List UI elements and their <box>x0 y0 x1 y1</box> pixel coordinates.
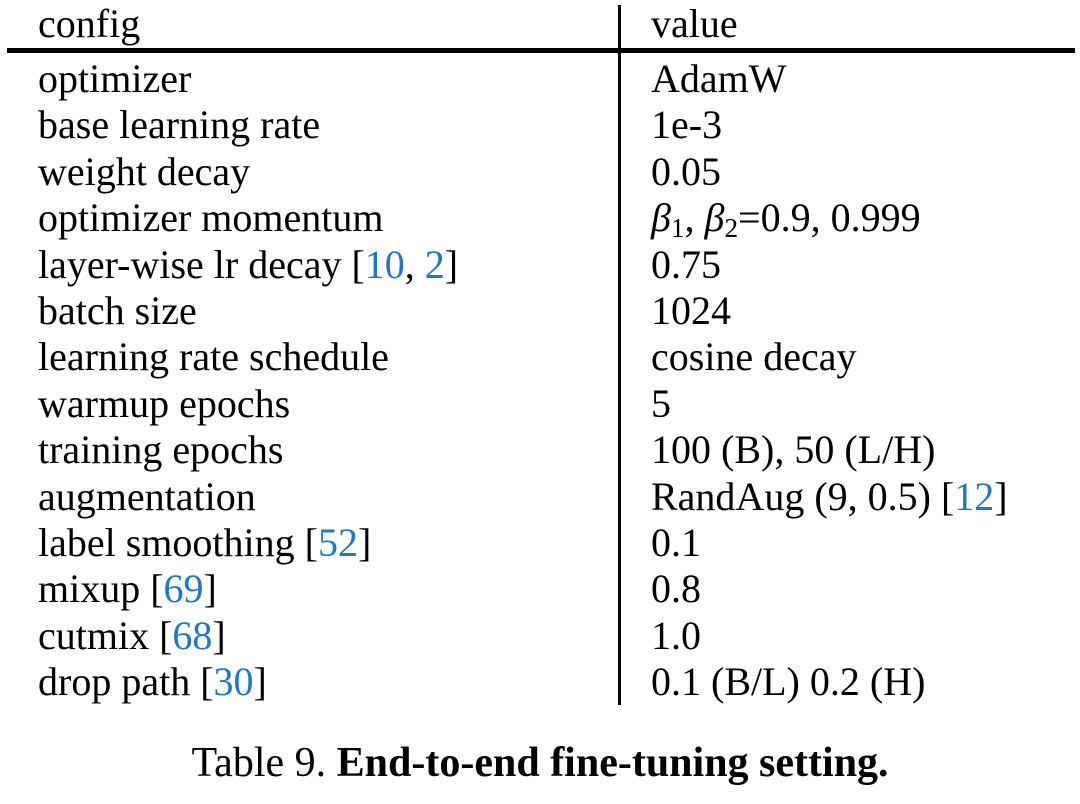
text-segment: batch size <box>38 287 197 333</box>
config-cell: training epochs <box>0 427 620 473</box>
text-segment: mixup [ <box>38 566 164 612</box>
config-cell: optimizer <box>0 56 620 102</box>
math-variable: β <box>651 195 671 241</box>
table-row: weight decay 0.05 <box>0 149 1080 195</box>
value-cell: RandAug (9, 0.5) [12] <box>620 474 1080 520</box>
citation-link[interactable]: 10 <box>364 241 405 287</box>
text-segment: ] <box>444 241 459 287</box>
text-segment: training epochs <box>38 427 284 473</box>
citation-link[interactable]: 52 <box>317 519 358 565</box>
text-segment: label smoothing [ <box>38 519 318 565</box>
text-segment: base learning rate <box>38 102 321 148</box>
math-variable: β <box>704 195 725 241</box>
text-segment: optimizer <box>38 56 192 101</box>
table-row: drop path [30] 0.1 (B/L) 0.2 (H) <box>0 659 1080 705</box>
text-segment: cutmix [ <box>38 612 173 658</box>
text-segment: 5 <box>651 380 671 426</box>
config-cell: batch size <box>0 288 620 334</box>
text-segment: 0.1 <box>651 519 701 565</box>
value-cell: 0.1 <box>620 520 1080 566</box>
math-subscript: 2 <box>724 213 739 242</box>
text-segment: =0.9, 0.999 <box>738 195 921 241</box>
table-row: training epochs 100 (B), 50 (L/H) <box>0 427 1080 473</box>
text-segment: drop path [ <box>38 659 214 705</box>
citation-link[interactable]: 12 <box>954 473 995 519</box>
value-cell: 0.8 <box>620 566 1080 612</box>
table-row: mixup [69] 0.8 <box>0 566 1080 612</box>
text-segment: ] <box>357 519 372 565</box>
value-cell: 0.75 <box>620 242 1080 288</box>
value-cell: AdamW <box>620 56 1080 102</box>
text-segment: weight decay <box>38 148 251 194</box>
value-cell: cosine decay <box>620 334 1080 380</box>
text-segment: , <box>404 241 425 287</box>
text-segment: 0.1 (B/L) 0.2 (H) <box>651 659 926 705</box>
text-segment: augmentation <box>38 473 256 519</box>
table-row: batch size 1024 <box>0 288 1080 334</box>
text-segment: RandAug (9, 0.5) [ <box>651 473 955 519</box>
config-cell: learning rate schedule <box>0 334 620 380</box>
text-segment: AdamW <box>651 56 787 101</box>
value-cell: 1024 <box>620 288 1080 334</box>
text-segment: learning rate schedule <box>38 334 389 380</box>
config-cell: base learning rate <box>0 102 620 148</box>
citation-link[interactable]: 68 <box>172 612 213 658</box>
math-subscript: 1 <box>670 213 685 242</box>
citation-link[interactable]: 69 <box>163 566 204 612</box>
table-row: augmentation RandAug (9, 0.5) [12] <box>0 474 1080 520</box>
text-segment: ] <box>994 473 1008 519</box>
table-row: warmup epochs 5 <box>0 381 1080 427</box>
table-row: layer-wise lr decay [10, 2] 0.75 <box>0 242 1080 288</box>
text-segment: warmup epochs <box>38 380 291 426</box>
table-row: cutmix [68] 1.0 <box>0 613 1080 659</box>
config-cell: cutmix [68] <box>0 613 620 659</box>
value-cell: 1e-3 <box>620 102 1080 148</box>
text-segment: optimizer momentum <box>38 195 384 241</box>
text-segment: 0.05 <box>651 148 721 194</box>
table-row: label smoothing [52] 0.1 <box>0 520 1080 566</box>
config-cell: warmup epochs <box>0 381 620 427</box>
text-segment: ] <box>253 659 267 705</box>
caption-label: Table 9. <box>191 740 327 786</box>
table-body: optimizer AdamW base learning rate 1e-3 weig… <box>0 56 1080 705</box>
column-divider <box>618 5 621 705</box>
table-row: base learning rate 1e-3 <box>0 102 1080 148</box>
citation-link[interactable]: 30 <box>213 659 254 705</box>
value-cell: 100 (B), 50 (L/H) <box>620 427 1080 473</box>
config-cell: layer-wise lr decay [10, 2] <box>0 242 620 288</box>
config-cell: augmentation <box>0 474 620 520</box>
value-cell: 1.0 <box>620 613 1080 659</box>
value-cell: β1, β2=0.9, 0.999 <box>620 195 1080 241</box>
value-cell: 0.1 (B/L) 0.2 (H) <box>620 659 1080 705</box>
table-caption: Table 9. End-to-end fine-tuning setting. <box>0 738 1080 788</box>
config-cell: label smoothing [52] <box>0 520 620 566</box>
config-cell: mixup [69] <box>0 566 620 612</box>
text-segment: , <box>684 195 705 241</box>
text-segment: ] <box>203 566 217 612</box>
config-cell: drop path [30] <box>0 659 620 705</box>
config-cell: weight decay <box>0 149 620 195</box>
value-cell: 0.05 <box>620 149 1080 195</box>
value-cell: 5 <box>620 381 1080 427</box>
table-row: optimizer momentum β1, β2=0.9, 0.999 <box>0 195 1080 241</box>
text-segment: cosine decay <box>651 334 857 380</box>
text-segment: 1024 <box>651 287 731 333</box>
config-cell: optimizer momentum <box>0 195 620 241</box>
citation-link[interactable]: 2 <box>424 241 445 287</box>
text-segment: 0.75 <box>651 241 721 287</box>
text-segment: ] <box>212 612 226 658</box>
table-header-row: config value <box>0 0 1080 48</box>
table-row: optimizer AdamW <box>0 56 1080 102</box>
text-segment: 1.0 <box>651 612 701 658</box>
text-segment: 1e-3 <box>651 102 723 148</box>
table-top-rule <box>7 48 1075 53</box>
column-header-config: config <box>38 1 141 46</box>
text-segment: layer-wise lr decay [ <box>38 241 365 287</box>
text-segment: 100 (B), 50 (L/H) <box>651 427 936 473</box>
column-header-value: value <box>651 1 738 46</box>
caption-title: End-to-end fine-tuning setting. <box>336 740 889 786</box>
text-segment: 0.8 <box>651 566 701 612</box>
table-row: learning rate schedule cosine decay <box>0 334 1080 380</box>
